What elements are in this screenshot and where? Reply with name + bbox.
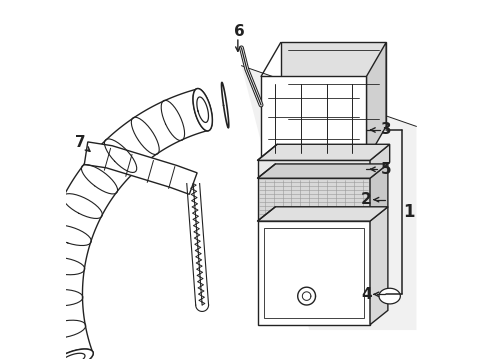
Polygon shape	[258, 164, 388, 178]
Polygon shape	[258, 160, 370, 178]
Text: 2: 2	[361, 192, 372, 207]
Text: 4: 4	[361, 287, 372, 302]
Polygon shape	[242, 66, 416, 330]
Polygon shape	[84, 142, 197, 194]
Polygon shape	[258, 178, 370, 221]
Polygon shape	[264, 228, 364, 318]
Polygon shape	[193, 89, 212, 131]
Polygon shape	[370, 207, 388, 325]
Polygon shape	[281, 42, 386, 126]
Polygon shape	[370, 144, 390, 178]
Text: 1: 1	[403, 203, 415, 221]
Polygon shape	[258, 221, 370, 325]
Text: 7: 7	[75, 135, 86, 150]
Text: 5: 5	[381, 162, 392, 177]
Text: 6: 6	[234, 24, 245, 39]
Polygon shape	[370, 164, 388, 221]
Polygon shape	[52, 349, 93, 360]
Text: 3: 3	[381, 122, 392, 138]
Polygon shape	[258, 207, 388, 221]
Polygon shape	[379, 288, 400, 304]
Polygon shape	[258, 144, 390, 160]
Polygon shape	[261, 76, 367, 160]
Polygon shape	[40, 89, 208, 360]
Polygon shape	[367, 42, 386, 160]
